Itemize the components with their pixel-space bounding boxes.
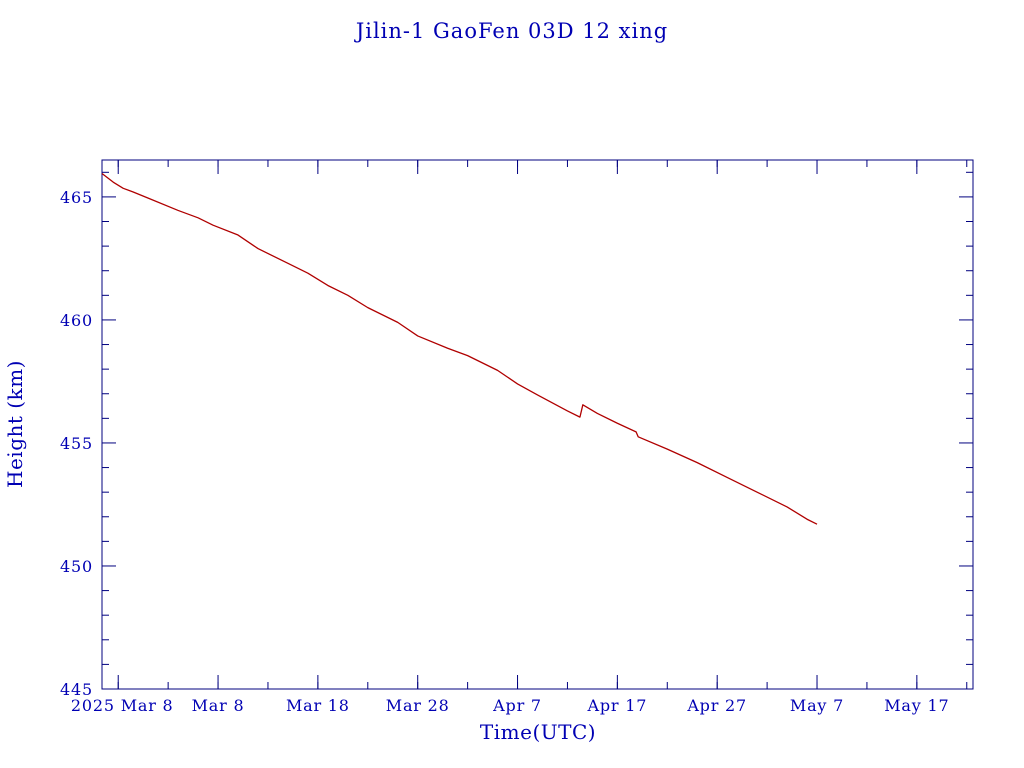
x-axis-tick-labels: 2025 Mar 8 Mar 8 Mar 18 Mar 28 Apr 7 Apr 17 Ap… <box>71 696 949 715</box>
x-axis-ticks <box>117 160 968 689</box>
x-tick-label: Mar 18 <box>286 696 350 715</box>
series-line <box>101 173 818 525</box>
y-axis-tick-labels: 445 450 455 460 465 <box>60 188 93 699</box>
y-tick-label: 460 <box>60 311 93 330</box>
x-tick-label: 2025 Mar 8 <box>71 696 174 715</box>
plot-area <box>101 159 974 690</box>
series-layer <box>101 173 818 525</box>
chart-title: Jilin-1 GaoFen 03D 12 xing <box>354 19 668 43</box>
x-axis-label: Time(UTC) <box>480 720 596 744</box>
x-tick-label: May 7 <box>790 696 844 715</box>
x-tick-label: Mar 8 <box>192 696 245 715</box>
y-tick-label: 450 <box>60 557 93 576</box>
x-tick-label: Apr 7 <box>492 696 542 715</box>
y-axis-label: Height (km) <box>3 360 27 488</box>
y-tick-label: 465 <box>60 188 93 207</box>
x-tick-label: May 17 <box>884 696 949 715</box>
x-tick-label: Apr 17 <box>587 696 648 715</box>
plot-frame <box>101 159 974 690</box>
x-tick-label: Mar 28 <box>386 696 450 715</box>
x-tick-label: Apr 27 <box>686 696 747 715</box>
y-tick-label: 445 <box>60 680 93 699</box>
y-tick-label: 455 <box>60 434 93 453</box>
y-axis-ticks <box>102 171 973 690</box>
